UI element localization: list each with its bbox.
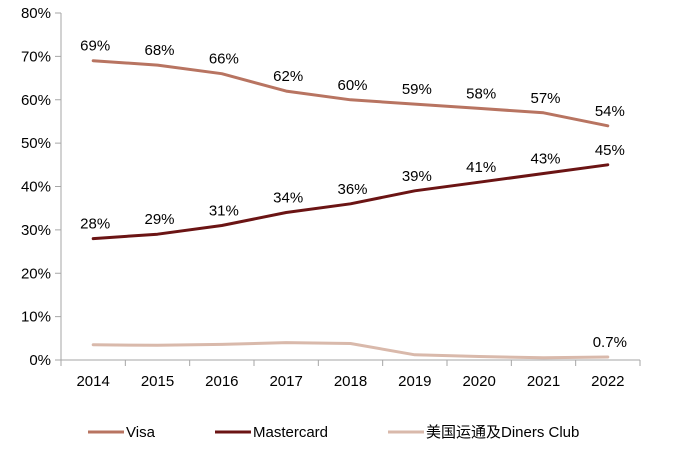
series-layer — [91, 59, 610, 360]
y-tick-label: 60% — [21, 92, 51, 109]
data-label: 0.7% — [593, 334, 627, 351]
data-label: 31% — [209, 203, 239, 220]
data-label: 68% — [144, 42, 174, 59]
data-label: 69% — [80, 38, 110, 55]
data-label: 45% — [595, 142, 625, 159]
data-label: 57% — [530, 90, 560, 107]
legend: Visa Mastercard 美国运通及Diners Club — [88, 424, 579, 441]
y-tick-label: 50% — [21, 135, 51, 152]
y-axis: 0% 10% 20% 30% 40% 50% 60% 70% 80% — [21, 5, 62, 369]
data-label: 39% — [402, 168, 432, 185]
data-label: 58% — [466, 85, 496, 102]
series-line-2 — [91, 341, 610, 360]
series-line-1 — [91, 163, 610, 241]
data-label: 41% — [466, 159, 496, 176]
x-tick-label: 2022 — [591, 373, 624, 390]
x-tick-label: 2017 — [269, 373, 302, 390]
x-tick-label: 2020 — [462, 373, 495, 390]
x-tick-label: 2014 — [76, 373, 109, 390]
data-label: 62% — [273, 68, 303, 85]
series-line-0 — [91, 59, 610, 128]
x-tick-label: 2019 — [398, 373, 431, 390]
x-axis: 2014 2015 2016 2017 2018 2019 2020 2021 2022 — [60, 359, 641, 390]
data-label: 29% — [144, 211, 174, 228]
data-label: 54% — [595, 103, 625, 120]
data-label: 66% — [209, 51, 239, 68]
data-labels: 69% 68% 66% 62% 60% 59% 58% 57% 54% 28% 29% 31% 34% 3… — [80, 38, 627, 351]
y-tick-label: 0% — [29, 352, 51, 369]
y-tick-label: 80% — [21, 5, 51, 22]
data-label: 36% — [337, 181, 367, 198]
x-tick-label: 2021 — [527, 373, 560, 390]
data-label: 43% — [530, 150, 560, 167]
data-label: 28% — [80, 216, 110, 233]
x-tick-label: 2016 — [205, 373, 238, 390]
y-tick-label: 10% — [21, 309, 51, 326]
y-tick-label: 20% — [21, 265, 51, 282]
legend-label: Visa — [126, 424, 156, 441]
x-tick-label: 2015 — [141, 373, 174, 390]
legend-label: 美国运通及Diners Club — [426, 424, 579, 441]
y-tick-label: 30% — [21, 222, 51, 239]
data-label: 59% — [402, 81, 432, 98]
y-tick-label: 40% — [21, 179, 51, 196]
x-tick-label: 2018 — [334, 373, 367, 390]
y-tick-label: 70% — [21, 48, 51, 65]
data-label: 60% — [337, 77, 367, 94]
legend-label: Mastercard — [253, 424, 328, 441]
data-label: 34% — [273, 190, 303, 207]
